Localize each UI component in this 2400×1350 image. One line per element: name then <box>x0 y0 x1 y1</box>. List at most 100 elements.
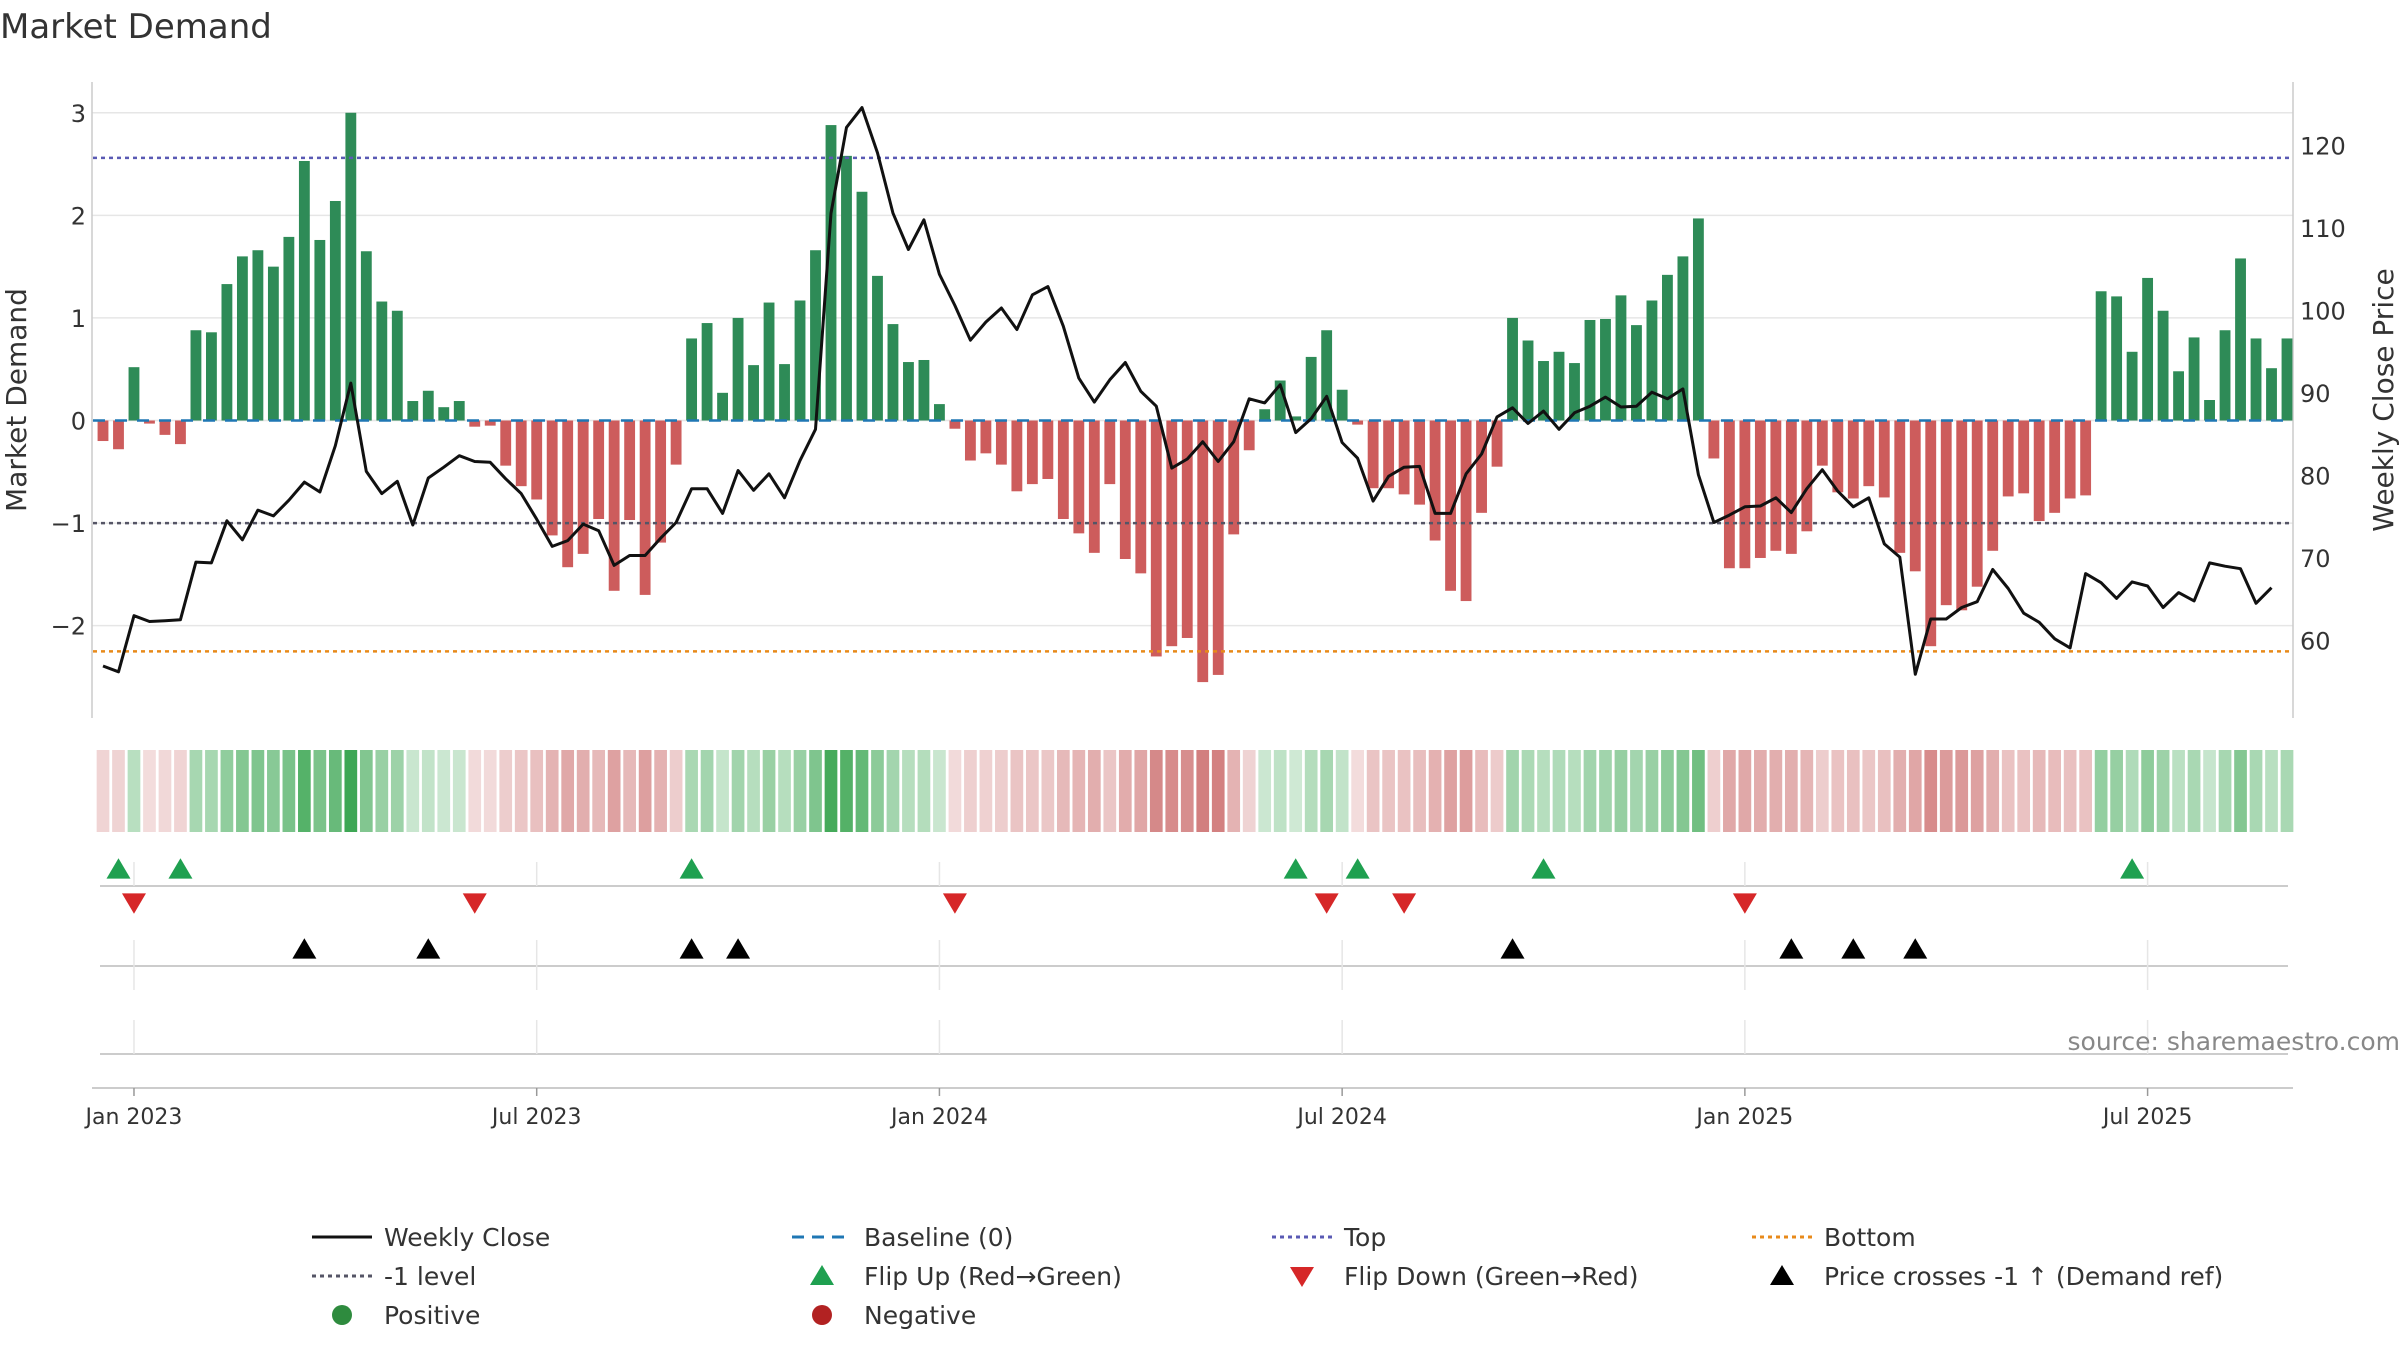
demand-bar <box>686 338 698 421</box>
heat-cell <box>1893 750 1907 832</box>
price-cross-marker <box>1500 938 1525 959</box>
heat-cell <box>1723 750 1736 832</box>
legend-label: Flip Down (Green→Red) <box>1344 1262 1639 1291</box>
demand-bar <box>1584 319 1596 421</box>
flip-up-marker <box>1531 858 1556 879</box>
demand-bar <box>593 420 605 519</box>
flip-down-marker <box>462 893 487 914</box>
legend-label: Baseline (0) <box>864 1223 1013 1252</box>
heat-cell <box>2110 750 2123 832</box>
demand-bar <box>2002 420 2014 497</box>
demand-bar <box>1228 420 1240 535</box>
demand-bar <box>1150 420 1162 657</box>
heat-cell <box>2141 750 2154 832</box>
right-tick-label: 60 <box>2300 627 2331 655</box>
legend-item: Price crosses -1 ↑ (Demand ref) <box>1770 1262 2223 1291</box>
heat-cell <box>1413 750 1426 832</box>
x-tick-label: Jan 2025 <box>1694 1105 1793 1130</box>
demand-bar <box>128 367 140 421</box>
heat-cell <box>1335 750 1349 832</box>
heat-cell <box>2094 750 2108 832</box>
demand-bar <box>1708 420 1720 459</box>
demand-bar <box>1522 340 1534 421</box>
legend-item: Top <box>1272 1223 1386 1252</box>
demand-bar <box>1321 330 1333 421</box>
right-tick-label: 100 <box>2300 297 2346 325</box>
heat-cell <box>267 750 280 832</box>
left-axis-label: Market Demand <box>0 288 33 512</box>
heat-cell <box>576 750 590 832</box>
heat-cell <box>2063 750 2077 832</box>
legend-swatch <box>810 1265 834 1285</box>
legend-item: Flip Down (Green→Red) <box>1290 1262 1639 1291</box>
demand-bar <box>624 420 636 521</box>
heat-cell <box>638 750 652 832</box>
heat-cell <box>359 750 373 832</box>
demand-bar <box>190 330 202 421</box>
demand-bar <box>1569 363 1580 421</box>
heat-cell <box>809 750 822 832</box>
demand-bar <box>500 420 512 466</box>
heat-cell <box>2017 750 2031 832</box>
demand-bar <box>639 420 651 595</box>
heat-cell <box>933 750 946 832</box>
heat-cell <box>902 750 915 832</box>
flip-up-marker <box>106 858 131 879</box>
demand-bar <box>2126 351 2138 421</box>
demand-bar <box>1197 420 1209 683</box>
heat-cell <box>2048 750 2062 832</box>
heat-cell <box>1552 750 1566 832</box>
heat-cell <box>607 750 621 832</box>
demand-bar <box>1878 420 1890 498</box>
heat-cell <box>1196 750 1210 832</box>
demand-bar <box>329 200 341 421</box>
demand-bar <box>1336 389 1348 421</box>
demand-bar <box>918 359 930 421</box>
demand-bar <box>1429 420 1441 541</box>
demand-bar <box>1507 317 1518 421</box>
demand-bar <box>175 420 186 445</box>
flip-up-marker <box>2120 858 2145 879</box>
heat-cell <box>1599 750 1612 832</box>
x-tick-label: Jan 2024 <box>889 1105 988 1130</box>
demand-bar <box>1677 256 1689 421</box>
heat-cell <box>995 750 1008 832</box>
demand-bar <box>1754 420 1766 558</box>
heat-cell <box>1676 750 1690 832</box>
demand-bar <box>1816 420 1828 466</box>
demand-bar <box>113 420 124 450</box>
heat-cell <box>623 750 636 832</box>
demand-bar <box>236 256 248 421</box>
heat-cell <box>328 750 342 832</box>
demand-bar <box>2142 277 2154 421</box>
demand-bar <box>1274 380 1286 421</box>
heat-cell <box>2218 750 2232 832</box>
demand-bar <box>562 420 574 568</box>
demand-bar <box>995 420 1007 465</box>
demand-bar <box>2157 310 2169 421</box>
demand-bar <box>2080 420 2092 496</box>
right-tick-label: 70 <box>2300 545 2331 573</box>
legend-item: Positive <box>332 1301 480 1330</box>
price-cross-marker <box>1779 938 1804 959</box>
heat-cell <box>855 750 869 832</box>
heat-cell <box>2125 750 2139 832</box>
heat-cell <box>762 750 776 832</box>
demand-bar <box>1119 420 1131 559</box>
demand-bar <box>1088 420 1100 553</box>
heat-cell <box>2156 750 2170 832</box>
demand-bar <box>252 250 264 421</box>
heat-cell <box>1087 750 1101 832</box>
demand-bar <box>1460 420 1472 602</box>
heat-cell <box>731 750 745 832</box>
demand-bar <box>1538 361 1549 421</box>
demand-bar <box>717 392 728 421</box>
x-tick-label: Jul 2023 <box>490 1105 582 1130</box>
demand-bar <box>841 155 852 421</box>
demand-bar <box>515 420 527 487</box>
heat-cell <box>1831 750 1845 832</box>
demand-bar <box>1383 420 1395 489</box>
heat-cell <box>778 750 791 832</box>
heat-cell <box>824 750 838 832</box>
heat-cell <box>1273 750 1287 832</box>
